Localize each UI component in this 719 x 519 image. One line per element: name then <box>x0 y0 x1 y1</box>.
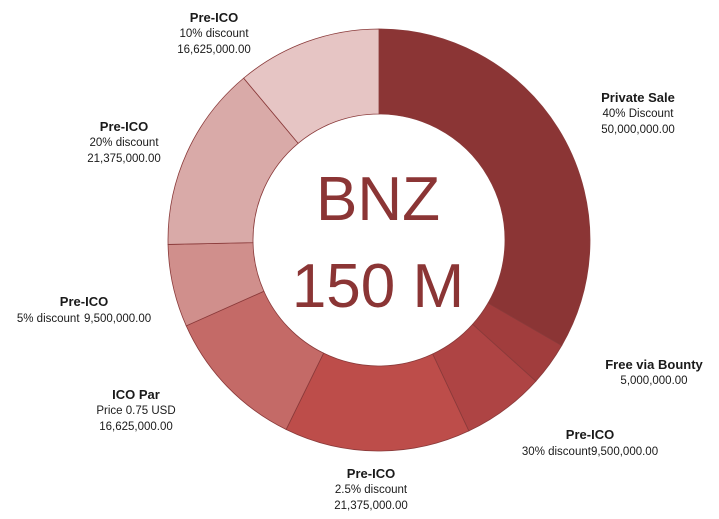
slice-value: 21,375,000.00 <box>334 500 408 512</box>
slice-value: 50,000,000.00 <box>601 124 675 136</box>
slice-label-ico-par: ICO Par Price 0.75 USD 16,625,000.00 <box>96 386 175 435</box>
slice-value: 5,000,000.00 <box>620 375 688 387</box>
donut-slice-1 <box>378 28 591 347</box>
slice-value: 9,500,000.00 <box>83 313 152 325</box>
donut-slices <box>167 28 591 452</box>
slice-title: Pre-ICO <box>565 427 615 442</box>
slice-note: 20% discount <box>89 137 159 149</box>
slice-label-pre-ico-20: Pre-ICO 20% discount 21,375,000.00 <box>87 118 161 167</box>
slice-note: 30% discount <box>521 446 591 458</box>
donut-slice-8 <box>243 28 380 144</box>
slice-note: 2.5% discount <box>334 484 408 496</box>
slice-label-pre-ico-10: Pre-ICO 10% discount 16,625,000.00 <box>177 9 251 58</box>
slice-value: 9,500,000.00 <box>590 446 659 458</box>
center-label-line-2: 150 M <box>292 252 464 321</box>
slice-note: 40% Discount <box>602 108 674 120</box>
slice-label-free-via-bounty: Free via Bounty 5,000,000.00 <box>605 356 703 389</box>
slice-value: 16,625,000.00 <box>99 421 173 433</box>
slice-title: Pre-ICO <box>346 466 396 481</box>
slice-value: 16,625,000.00 <box>177 44 251 56</box>
slice-note: 10% discount <box>179 28 249 40</box>
slice-title: Pre-ICO <box>59 294 109 309</box>
slice-note: Price 0.75 USD <box>96 405 176 417</box>
slice-title: Pre-ICO <box>189 10 239 25</box>
center-label-line-1: BNZ <box>316 165 440 234</box>
slice-title: Free via Bounty <box>605 357 703 372</box>
slice-label-pre-ico-5: Pre-ICO 5% discount 9,500,000.00 <box>17 293 151 327</box>
slice-label-pre-ico-2-5: Pre-ICO 2.5% discount 21,375,000.00 <box>334 465 408 514</box>
slice-title: Pre-ICO <box>99 119 149 134</box>
slice-title: Private Sale <box>601 90 675 105</box>
slice-title: ICO Par <box>112 387 160 402</box>
slice-label-private-sale: Private Sale 40% Discount 50,000,000.00 <box>601 89 675 138</box>
slice-note: 5% discount <box>16 313 80 325</box>
slice-value: 21,375,000.00 <box>87 153 161 165</box>
slice-label-pre-ico-30: Pre-ICO 30% discount9,500,000.00 <box>522 426 658 460</box>
